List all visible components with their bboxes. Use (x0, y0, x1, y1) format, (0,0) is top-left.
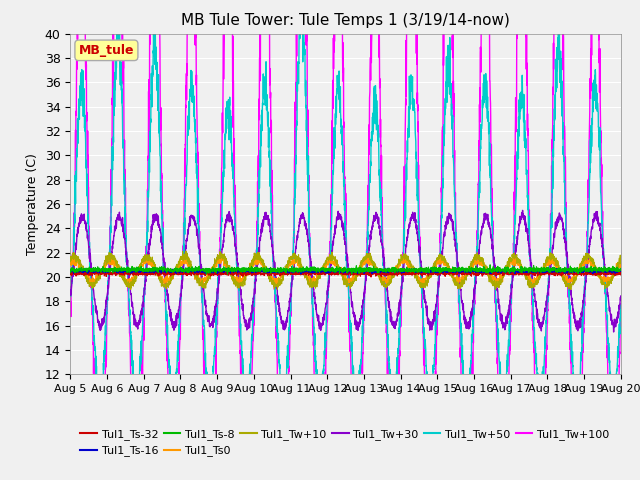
Tul1_Ts-8 (129, 267, 137, 273)
Tul1_Tw+100 (129, 453, 137, 459)
Tul1_Tw+50 (162, 304, 170, 310)
Tul1_Ts-8 (617, 267, 625, 273)
Tul1_Ts-32 (67, 272, 74, 277)
Tul1_Tw+100 (278, 477, 285, 480)
Line: Tul1_Tw+100: Tul1_Tw+100 (70, 0, 621, 480)
Tul1_Tw+100 (162, 312, 170, 317)
Tul1_Ts0 (278, 273, 285, 279)
Tul1_Ts-16 (617, 268, 625, 274)
Tul1_Tw+50 (301, 93, 309, 99)
Tul1_Ts-32 (129, 270, 137, 276)
Tul1_Ts-8 (67, 266, 74, 272)
Tul1_Tw+100 (67, 307, 74, 313)
Tul1_Tw+50 (427, 413, 435, 419)
Tul1_Ts-16 (607, 266, 614, 272)
Tul1_Tw+30 (606, 310, 614, 315)
Tul1_Tw+10 (617, 257, 625, 263)
Tul1_Ts-8 (162, 268, 170, 274)
Tul1_Ts-32 (301, 271, 309, 276)
Tul1_Tw+30 (547, 261, 555, 266)
Tul1_Ts0 (214, 253, 221, 259)
Tul1_Ts-16 (547, 268, 555, 274)
Tul1_Ts-8 (486, 262, 494, 268)
Tul1_Tw+10 (67, 259, 74, 264)
Line: Tul1_Tw+30: Tul1_Tw+30 (70, 210, 621, 332)
Tul1_Tw+30 (67, 291, 74, 297)
Tul1_Tw+100 (607, 450, 614, 456)
Tul1_Tw+30 (129, 312, 137, 317)
Tul1_Tw+30 (162, 278, 170, 284)
Line: Tul1_Tw+10: Tul1_Tw+10 (70, 251, 621, 289)
Line: Tul1_Ts-16: Tul1_Ts-16 (70, 268, 621, 274)
Tul1_Ts-32 (607, 272, 614, 277)
Tul1_Tw+100 (547, 216, 555, 221)
Tul1_Ts0 (234, 282, 241, 288)
Tul1_Ts-32 (367, 274, 375, 280)
Tul1_Tw+30 (617, 293, 625, 299)
Line: Tul1_Ts-8: Tul1_Ts-8 (70, 265, 621, 274)
Tul1_Ts-16 (129, 268, 137, 274)
Text: MB_tule: MB_tule (79, 44, 134, 57)
Tul1_Ts-16 (278, 269, 285, 275)
Tul1_Ts-32 (201, 267, 209, 273)
Tul1_Tw+30 (610, 329, 618, 335)
Tul1_Tw+10 (547, 256, 555, 262)
Tul1_Ts-16 (67, 268, 74, 274)
Tul1_Ts-16 (184, 265, 192, 271)
Tul1_Ts0 (547, 258, 555, 264)
Title: MB Tule Tower: Tule Temps 1 (3/19/14-now): MB Tule Tower: Tule Temps 1 (3/19/14-now… (181, 13, 510, 28)
Y-axis label: Temperature (C): Temperature (C) (26, 153, 39, 255)
Tul1_Tw+10 (162, 284, 170, 290)
Tul1_Tw+100 (617, 315, 625, 321)
Tul1_Tw+10 (129, 277, 137, 283)
Tul1_Ts-8 (301, 267, 309, 273)
Tul1_Tw+10 (301, 273, 309, 279)
Tul1_Ts-16 (162, 269, 170, 275)
Tul1_Tw+10 (567, 287, 575, 292)
Tul1_Tw+50 (617, 306, 625, 312)
Tul1_Ts0 (302, 272, 310, 277)
Line: Tul1_Ts-32: Tul1_Ts-32 (70, 270, 621, 277)
Legend: Tul1_Ts-32, Tul1_Ts-16, Tul1_Ts-8, Tul1_Ts0, Tul1_Tw+10, Tul1_Tw+30, Tul1_Tw+50,: Tul1_Ts-32, Tul1_Ts-16, Tul1_Ts-8, Tul1_… (76, 425, 614, 461)
Tul1_Tw+10 (182, 248, 190, 254)
Tul1_Tw+50 (547, 224, 555, 230)
Tul1_Ts-32 (162, 273, 170, 278)
Line: Tul1_Tw+50: Tul1_Tw+50 (70, 0, 621, 416)
Tul1_Ts-8 (607, 267, 614, 273)
Tul1_Tw+30 (301, 223, 309, 228)
Tul1_Tw+50 (607, 370, 614, 375)
Tul1_Ts0 (607, 276, 614, 281)
Tul1_Ts-8 (278, 267, 285, 273)
Tul1_Ts-32 (278, 268, 285, 274)
Tul1_Tw+10 (278, 281, 285, 287)
Tul1_Tw+50 (67, 288, 74, 294)
Tul1_Tw+30 (278, 320, 285, 326)
Tul1_Tw+50 (278, 386, 285, 392)
Tul1_Ts-32 (547, 270, 555, 276)
Tul1_Tw+10 (607, 276, 614, 282)
Tul1_Ts0 (129, 277, 137, 283)
Tul1_Ts0 (162, 274, 170, 279)
Tul1_Ts-16 (297, 271, 305, 277)
Tul1_Tw+50 (129, 367, 137, 372)
Line: Tul1_Ts0: Tul1_Ts0 (70, 256, 621, 285)
Tul1_Ts-8 (202, 271, 210, 277)
Tul1_Ts0 (617, 263, 625, 269)
Tul1_Ts-16 (302, 267, 310, 273)
Tul1_Ts-32 (617, 272, 625, 278)
Tul1_Ts-8 (547, 267, 555, 273)
Tul1_Ts0 (67, 258, 74, 264)
Tul1_Tw+30 (519, 207, 527, 213)
